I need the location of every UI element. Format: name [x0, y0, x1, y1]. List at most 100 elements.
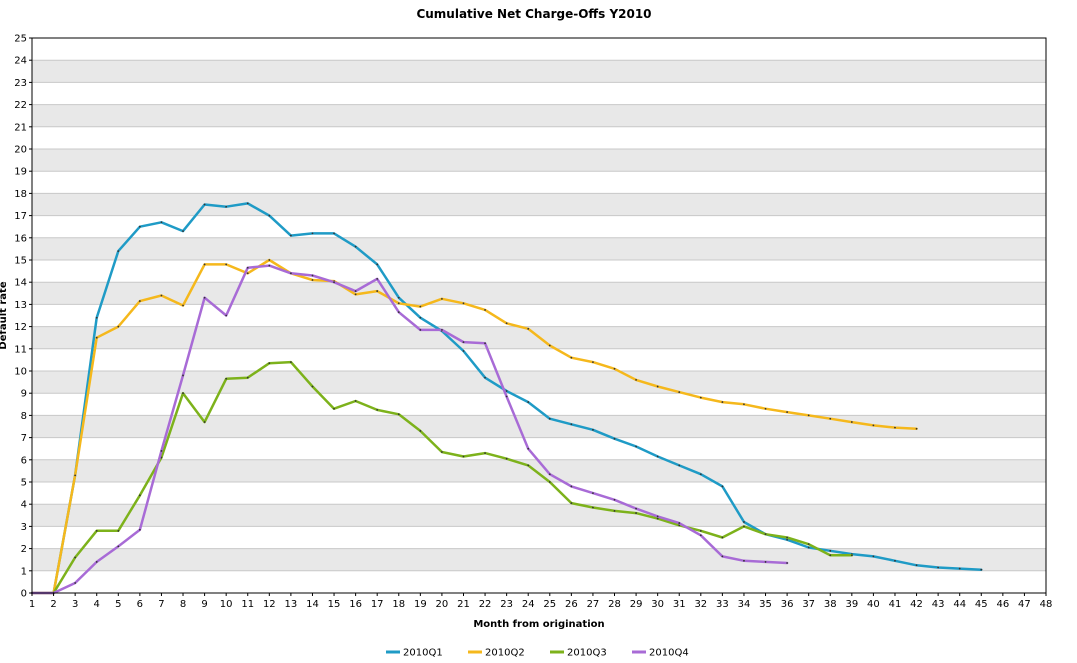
data-point	[139, 300, 141, 302]
data-point	[247, 377, 249, 379]
data-point	[916, 428, 918, 430]
y-tick-label: 23	[14, 78, 27, 89]
data-point	[463, 350, 465, 352]
data-point	[894, 427, 896, 429]
data-point	[355, 290, 357, 292]
x-tick-label: 17	[371, 599, 384, 610]
data-point	[549, 481, 551, 483]
data-point	[441, 329, 443, 331]
x-tick-label: 43	[932, 599, 945, 610]
data-point	[484, 377, 486, 379]
grid-band	[32, 60, 1046, 82]
y-tick-label: 12	[14, 322, 27, 333]
data-point	[743, 526, 745, 528]
data-point	[657, 456, 659, 458]
x-tick-label: 12	[263, 599, 276, 610]
data-point	[527, 328, 529, 330]
data-point	[333, 408, 335, 410]
data-point	[786, 562, 788, 564]
x-tick-label: 26	[565, 599, 578, 610]
x-axis-label: Month from origination	[473, 619, 604, 630]
data-point	[290, 272, 292, 274]
data-point	[96, 317, 98, 319]
grid-band	[32, 504, 1046, 526]
data-point	[290, 361, 292, 363]
data-point	[161, 221, 163, 223]
data-point	[700, 473, 702, 475]
x-tick-label: 8	[180, 599, 186, 610]
y-tick-label: 11	[14, 344, 27, 355]
data-point	[721, 401, 723, 403]
data-point	[657, 518, 659, 520]
data-point	[117, 326, 119, 328]
data-point	[182, 375, 184, 377]
data-point	[786, 537, 788, 539]
data-point	[484, 342, 486, 344]
data-point	[463, 341, 465, 343]
y-tick-label: 16	[14, 233, 27, 244]
y-tick-label: 4	[21, 500, 27, 511]
data-point	[506, 458, 508, 460]
x-tick-label: 1	[29, 599, 35, 610]
data-point	[441, 298, 443, 300]
data-point	[743, 403, 745, 405]
x-tick-label: 31	[673, 599, 686, 610]
data-point	[786, 539, 788, 541]
data-point	[484, 309, 486, 311]
data-point	[570, 486, 572, 488]
data-point	[376, 278, 378, 280]
y-tick-label: 19	[14, 167, 27, 178]
data-point	[161, 450, 163, 452]
data-point	[721, 555, 723, 557]
line-chart: Cumulative Net Charge-Offs Y2010 0123456…	[0, 0, 1077, 663]
data-point	[225, 264, 227, 266]
data-point	[312, 386, 314, 388]
x-tick-label: 29	[630, 599, 643, 610]
y-tick-label: 20	[14, 145, 27, 156]
data-point	[139, 226, 141, 228]
data-point	[268, 362, 270, 364]
grid-band	[32, 526, 1046, 548]
data-point	[182, 230, 184, 232]
data-point	[204, 421, 206, 423]
data-point	[117, 545, 119, 547]
data-point	[894, 560, 896, 562]
data-point	[419, 430, 421, 432]
y-tick-label: 6	[21, 455, 27, 466]
x-tick-label: 36	[781, 599, 794, 610]
x-tick-label: 3	[72, 599, 78, 610]
y-tick-label: 15	[14, 256, 27, 267]
data-point	[549, 473, 551, 475]
data-point	[635, 379, 637, 381]
data-point	[549, 345, 551, 347]
x-tick-label: 6	[137, 599, 143, 610]
grid-band	[32, 149, 1046, 171]
grid-band	[32, 216, 1046, 238]
data-point	[570, 502, 572, 504]
x-tick-label: 35	[759, 599, 772, 610]
data-point	[463, 456, 465, 458]
data-point	[74, 582, 76, 584]
data-point	[916, 564, 918, 566]
x-tick-label: 23	[500, 599, 513, 610]
x-tick-label: 30	[651, 599, 664, 610]
data-point	[592, 507, 594, 509]
data-point	[980, 569, 982, 571]
y-tick-label: 7	[21, 433, 27, 444]
data-point	[484, 452, 486, 454]
data-point	[678, 522, 680, 524]
data-point	[117, 250, 119, 252]
y-tick-label: 24	[14, 56, 27, 67]
data-point	[570, 423, 572, 425]
y-tick-label: 14	[14, 278, 27, 289]
data-point	[117, 530, 119, 532]
data-point	[376, 290, 378, 292]
x-tick-label: 14	[306, 599, 319, 610]
data-point	[312, 279, 314, 281]
data-point	[873, 424, 875, 426]
data-point	[419, 306, 421, 308]
y-tick-label: 10	[14, 367, 27, 378]
data-point	[592, 361, 594, 363]
x-tick-label: 39	[845, 599, 858, 610]
data-point	[268, 265, 270, 267]
